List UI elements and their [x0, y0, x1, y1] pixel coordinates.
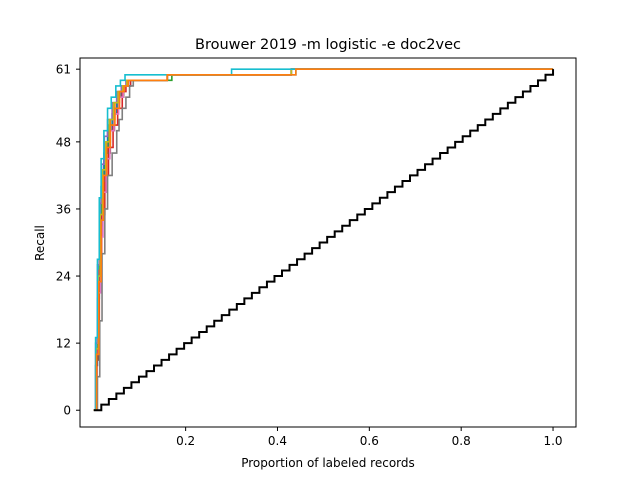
y-axis-ticks: 0 12 24 36 48 61	[56, 63, 80, 418]
plot-frame	[79, 57, 577, 428]
x-tick-label: 0.8	[452, 434, 471, 448]
x-tick-label: 0.6	[360, 434, 379, 448]
series-line-random-baseline	[93, 69, 555, 412]
x-axis-ticks: 0.2 0.4 0.6 0.8 1.0	[176, 427, 563, 448]
y-axis-label: Recall	[33, 225, 47, 261]
x-tick-label: 0.4	[268, 434, 287, 448]
chart-title: Brouwer 2019 -m logistic -e doc2vec	[195, 37, 461, 53]
series-layer	[93, 68, 555, 412]
y-tick-label: 48	[56, 135, 71, 149]
x-tick-label: 0.2	[176, 434, 195, 448]
y-tick-label: 36	[56, 202, 71, 216]
series-line-10	[93, 68, 554, 412]
series-line-11	[93, 68, 554, 412]
y-tick-label: 0	[63, 404, 71, 418]
x-tick-label: 1.0	[543, 434, 562, 448]
y-tick-label: 61	[56, 63, 71, 77]
x-axis-label: Proportion of labeled records	[241, 456, 415, 470]
y-tick-label: 24	[56, 270, 71, 284]
y-tick-label: 12	[56, 337, 71, 351]
